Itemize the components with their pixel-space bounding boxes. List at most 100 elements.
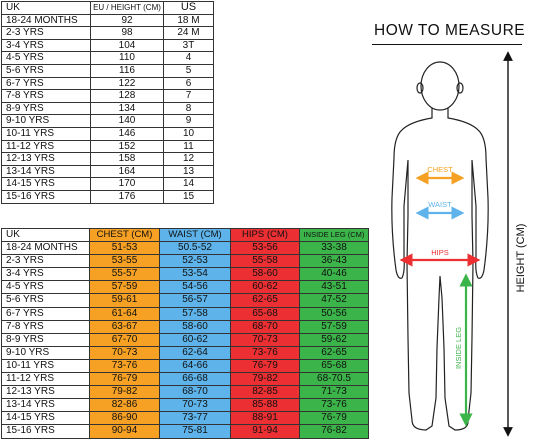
us-size-cell: 12: [163, 152, 214, 166]
size-cell: 2-3 YRS: [1, 254, 90, 269]
size-cell: 10-11 YRS: [1, 126, 91, 141]
chest-cell: 90-94: [89, 424, 160, 439]
waist-cell: 53-54: [159, 267, 231, 282]
inside-leg-cell: 68-70.5: [299, 372, 369, 387]
height-cell: 140: [90, 114, 164, 128]
inside-leg-cell: 76-79: [299, 411, 369, 426]
right-ear: [456, 82, 464, 94]
us-size-cell: 13: [163, 164, 214, 179]
inside-leg-cell: 71-73: [299, 385, 369, 400]
table-row: 13-14 YRS 82-86 70-73 85-88 73-76: [1, 398, 369, 413]
size-cell: 18-24 MONTHS: [1, 13, 91, 28]
chest-cell: 63-67: [89, 319, 160, 334]
us-size-cell: 24 M: [163, 26, 214, 40]
table-row: 8-9 YRS 134 8: [1, 101, 214, 116]
chest-cell: 55-57: [89, 267, 160, 282]
waist-cell: 68-70: [159, 385, 231, 400]
header-waist: WAIST (CM): [159, 227, 231, 243]
size-cell: 10-11 YRS: [1, 358, 90, 374]
height-cell: 134: [90, 101, 164, 116]
chest-cell: 51-53: [89, 241, 160, 256]
inside-leg-cell: 57-59: [299, 319, 369, 334]
size-cell: 5-6 YRS: [1, 63, 91, 78]
size-cell: 5-6 YRS: [1, 293, 90, 308]
height-label: HEIGHT (CM): [515, 224, 527, 293]
inside-leg-cell: 73-76: [299, 398, 369, 413]
measurements-table-body: 18-24 MONTHS 51-53 50.5-52 53-56 33-38 2-3 YR…: [1, 241, 369, 439]
size-cell: 15-16 YRS: [1, 189, 91, 204]
inside-leg-cell: 40-46: [299, 267, 369, 282]
size-cell: 2-3 YRS: [1, 26, 91, 40]
waist-cell: 54-56: [159, 280, 231, 295]
size-cell: 18-24 MONTHS: [1, 241, 90, 256]
header-us: US: [163, 1, 214, 15]
waist-label: WAIST: [428, 200, 452, 209]
height-cell: 122: [90, 76, 164, 91]
size-cell: 14-15 YRS: [1, 177, 91, 191]
us-size-cell: 8: [163, 101, 214, 116]
size-cell: 7-8 YRS: [1, 319, 90, 334]
table-row: 6-7 YRS 122 6: [1, 76, 214, 91]
size-cell: 8-9 YRS: [1, 332, 90, 347]
chest-cell: 57-59: [89, 280, 160, 295]
table-row: 15-16 YRS 176 15: [1, 189, 214, 204]
table-row: 4-5 YRS 57-59 54-56 60-62 43-51: [1, 280, 369, 295]
size-cell: 7-8 YRS: [1, 89, 91, 103]
table-row: 2-3 YRS 53-55 52-53 55-58 36-43: [1, 254, 369, 269]
height-cell: 146: [90, 126, 164, 141]
table-row: 4-5 YRS 110 4: [1, 51, 214, 65]
size-cell: 11-12 YRS: [1, 139, 91, 154]
us-size-cell: 7: [163, 89, 214, 103]
inside-leg-cell: 65-68: [299, 358, 369, 374]
title-underline: [372, 44, 522, 45]
size-cell: 6-7 YRS: [1, 306, 90, 321]
inside-leg-cell: 62-65: [299, 345, 369, 360]
waist-cell: 60-62: [159, 332, 231, 347]
how-to-measure-title: HOW TO MEASURE: [374, 22, 526, 39]
hips-cell: 58-60: [230, 267, 300, 282]
height-cell: 92: [90, 13, 164, 28]
eu-height-table: UK EU / HEIGHT (CM) US 18-24 MONTHS 92 18 …: [1, 1, 214, 204]
chest-label: CHEST: [427, 165, 453, 174]
waist-cell: 57-58: [159, 306, 231, 321]
header-inside-leg: INSIDE LEG (CM): [299, 227, 369, 243]
table-row: 3-4 YRS 55-57 53-54 58-60 40-46: [1, 267, 369, 282]
waist-cell: 66-68: [159, 372, 231, 387]
eu-height-table-body: 18-24 MONTHS 92 18 M 2-3 YRS 98 24 M 3-4 YRS 10…: [1, 13, 214, 204]
hips-cell: 60-62: [230, 280, 300, 295]
waist-cell: 56-57: [159, 293, 231, 308]
table-row: 9-10 YRS 70-73 62-64 73-76 62-65: [1, 345, 369, 360]
height-cell: 164: [90, 164, 164, 179]
table-row: 18-24 MONTHS 51-53 50.5-52 53-56 33-38: [1, 241, 369, 256]
chest-cell: 79-82: [89, 385, 160, 400]
left-ear: [416, 82, 424, 94]
table-row: 7-8 YRS 128 7: [1, 89, 214, 103]
inside-leg-cell: 50-56: [299, 306, 369, 321]
table-row: 13-14 YRS 164 13: [1, 164, 214, 179]
us-size-cell: 11: [163, 139, 214, 154]
inside-leg-cell: 36-43: [299, 254, 369, 269]
size-cell: 15-16 YRS: [1, 424, 90, 439]
hips-cell: 73-76: [230, 345, 300, 360]
waist-cell: 73-77: [159, 411, 231, 426]
waist-cell: 62-64: [159, 345, 231, 360]
chest-cell: 76-79: [89, 372, 160, 387]
waist-cell: 50.5-52: [159, 241, 231, 256]
size-cell: 12-13 YRS: [1, 385, 90, 400]
us-size-cell: 14: [163, 177, 214, 191]
table-row: 5-6 YRS 116 5: [1, 63, 214, 78]
hips-cell: 88-91: [230, 411, 300, 426]
us-size-cell: 3T: [163, 38, 214, 53]
waist-cell: 70-73: [159, 398, 231, 413]
chest-cell: 59-61: [89, 293, 160, 308]
table-row: 11-12 YRS 76-79 66-68 79-82 68-70.5: [1, 372, 369, 387]
table-row: 11-12 YRS 152 11: [1, 139, 214, 154]
size-cell: 12-13 YRS: [1, 152, 91, 166]
size-cell: 13-14 YRS: [1, 164, 91, 179]
us-size-cell: 4: [163, 51, 214, 65]
child-silhouette: [391, 61, 489, 431]
inside-leg-cell: 43-51: [299, 280, 369, 295]
chest-cell: 70-73: [89, 345, 160, 360]
size-cell: 11-12 YRS: [1, 372, 90, 387]
table-header-row: UK CHEST (CM) WAIST (CM) HIPS (CM) INSID…: [1, 227, 369, 243]
